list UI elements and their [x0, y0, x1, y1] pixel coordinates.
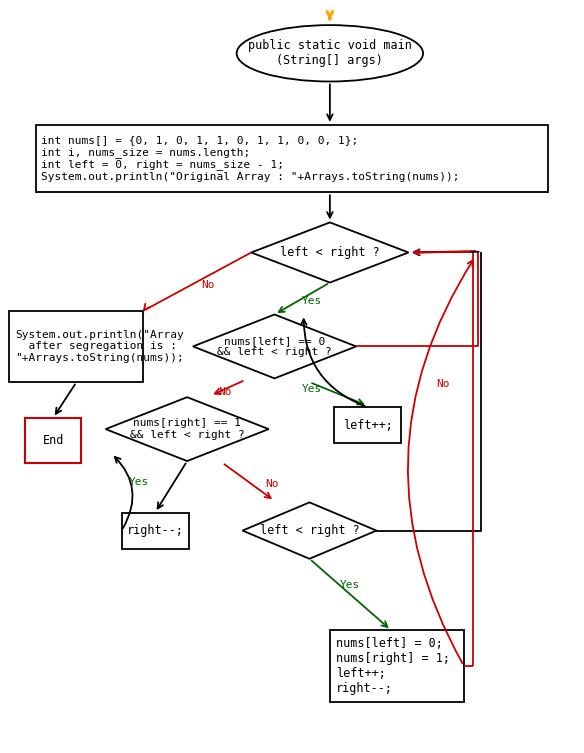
Bar — [36, 125, 548, 192]
Text: left < right ?: left < right ? — [260, 524, 359, 537]
Text: No: No — [201, 280, 214, 290]
Text: No: No — [265, 479, 279, 489]
Polygon shape — [242, 502, 377, 559]
Text: nums[left] == 0
&& left < right ?: nums[left] == 0 && left < right ? — [217, 336, 332, 357]
Text: Yes: Yes — [129, 477, 150, 486]
Text: public static void main
(String[] args): public static void main (String[] args) — [248, 39, 412, 67]
Text: Yes: Yes — [340, 581, 360, 590]
Text: int nums[] = {0, 1, 0, 1, 1, 0, 1, 1, 0, 0, 1};
int i, nums_size = nums.length;
: int nums[] = {0, 1, 0, 1, 1, 0, 1, 1, 0,… — [41, 136, 460, 181]
Text: System.out.println("Array
  after segregation is :
"+Arrays.toString(nums));: System.out.println("Array after segregat… — [15, 330, 184, 363]
Text: No: No — [437, 379, 450, 389]
Text: Yes: Yes — [303, 297, 322, 306]
Bar — [121, 513, 189, 549]
Text: nums[right] == 1
&& left < right ?: nums[right] == 1 && left < right ? — [130, 419, 245, 440]
Ellipse shape — [237, 25, 423, 81]
Text: left < right ?: left < right ? — [280, 246, 380, 259]
Text: No: No — [218, 386, 232, 397]
Bar — [26, 418, 81, 463]
Text: left++;: left++; — [343, 419, 392, 432]
Polygon shape — [193, 315, 356, 378]
Bar — [334, 407, 401, 444]
Polygon shape — [106, 397, 269, 461]
Text: right--;: right--; — [127, 524, 183, 537]
Text: nums[left] = 0;
nums[right] = 1;
left++;
right--;: nums[left] = 0; nums[right] = 1; left++;… — [336, 637, 450, 695]
Text: Yes: Yes — [303, 384, 322, 395]
Bar — [9, 311, 144, 382]
Polygon shape — [251, 222, 409, 282]
Bar — [330, 630, 464, 702]
Text: End: End — [43, 434, 64, 447]
